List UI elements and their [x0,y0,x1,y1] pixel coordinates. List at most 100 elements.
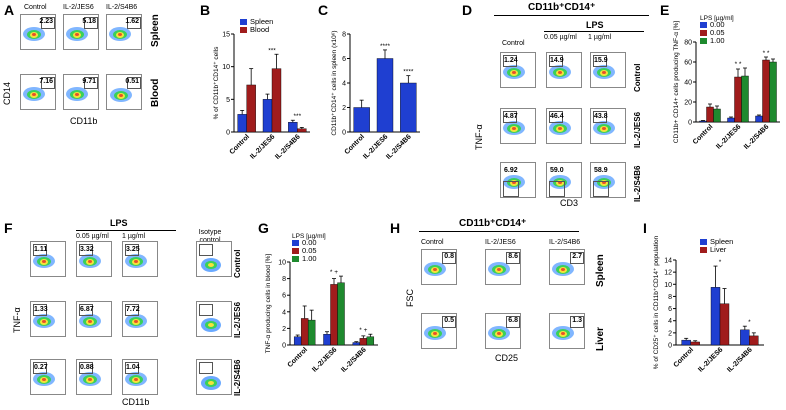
bar [699,120,707,123]
bar [690,341,700,346]
category-label: Control [344,133,367,156]
y-tick-label: 2 [282,326,286,333]
column-label: Control [502,40,525,47]
gate-value: 46.4 [550,113,564,120]
bar [271,68,282,133]
panel-label-c: C [318,2,329,18]
panel-label-i: I [643,220,647,236]
gate [41,17,55,29]
legend-label: Spleen [250,17,273,26]
gate [442,252,456,264]
density-core [497,268,501,271]
bar [713,108,721,123]
gate [549,55,563,67]
y-tick-label: 80 [684,40,692,47]
panel-label-f: F [4,220,13,236]
y-tick-label: 4 [668,318,672,325]
y-tick-label: 4 [282,309,286,316]
gate-value: 58.9 [594,167,608,174]
gate [506,252,520,264]
legend-swatch [240,19,247,25]
density-core [433,268,437,271]
density-core [75,93,79,96]
category-label: IL-2/S4B6 [726,346,754,374]
gate [503,55,517,67]
column-label: 0.05 µg/ml [544,34,577,41]
bar [262,99,273,133]
category-label: Control [692,123,715,146]
panel-label-h: H [390,220,401,236]
density-core [134,260,138,263]
panel-d-flow: CD11b⁺CD14⁺ LPS Control 0.05 µg/ml 1 µg/ml 1.… [450,0,650,210]
column-label: 0.05 µg/ml [76,233,109,240]
y-tick-label: 4 [342,81,346,88]
panel-header: CD11b⁺CD14⁺ [459,218,527,229]
flow-plot: 1.04 [122,359,158,395]
x-axis-label: CD11b [70,116,98,126]
gate-value: 2.23 [39,18,53,25]
y-tick-label: 6 [282,293,286,300]
flow-plot: 14.9 [546,52,582,88]
gate-value: 1.3 [572,317,582,324]
gate-value: 3.25 [126,246,140,253]
y-axis-label: CD11b⁺CD14⁺ cells in spleen (x10⁶) [331,30,338,135]
chart-b: 0 5 10 15% of CD11b⁺CD14⁺ cells Control *** IL… [213,17,310,161]
gate-value: 1.04 [126,364,140,371]
y-tick-label: 2 [342,105,346,112]
gate-value: 6.92 [504,167,518,174]
category-label: IL-2/S4B6 [340,346,368,374]
row-label: IL-2/S4B6 [233,359,242,396]
gate-value: 14.9 [550,57,564,64]
y-axis-label: TNF-α [474,124,484,150]
gate [549,181,565,197]
flow-plot: 43.8 [590,108,626,144]
density-inner [208,381,214,385]
gate-value: 1.24 [504,57,518,64]
flow-plot: 6.8 [485,313,521,349]
bar [727,117,735,123]
flow-plot: 0.8 [421,249,457,285]
density-core [602,71,606,74]
category-label: IL-2/S4B6 [743,123,771,151]
significance-label: *** [294,113,302,120]
flow-plot: 3.32 [76,241,112,277]
bar [323,334,331,346]
row-label: Spleen [150,14,161,47]
gate [125,304,139,316]
chart-e: 0 20 40 60 80 CD11b+ CD14+ cells producing TN… [673,15,780,151]
header-underline [494,15,649,16]
density-core [119,94,123,97]
bar [749,335,759,346]
legend-label: Spleen [710,237,733,246]
density-core [88,320,92,323]
gate [84,77,98,89]
legend-swatch [292,240,299,246]
flow-plot: 58.9 [590,162,626,198]
gate-value: 0.8 [444,253,454,260]
gate-value: 3.32 [80,246,94,253]
y-tick-label: 8 [282,276,286,283]
bar [297,128,307,133]
flow-plot: 59.0 [546,162,582,198]
legend-swatch [700,38,707,44]
gate-value: 59.0 [550,167,564,174]
column-label: IL-2/S4B6 [106,4,138,11]
bar [376,58,394,133]
legend-label: 0.00 [302,238,317,247]
panel-label-b: B [200,2,211,18]
legend-title: LPS [µg/ml] [292,233,326,240]
flow-plot: 0.88 [76,359,112,395]
x-axis-label: CD3 [560,198,579,208]
row-label: Control [633,63,642,92]
gate-value: 1.62 [125,18,139,25]
column-label: IL-2/S4B6 [549,239,581,246]
gate [199,304,213,316]
flow-plot: 15.9 [590,52,626,88]
bar [366,336,375,346]
gate-value: 7.72 [126,306,140,313]
bar [237,114,247,133]
legend-swatch [700,30,707,36]
bar [710,287,721,346]
gate [79,362,93,374]
gate-value: 2.7 [572,253,582,260]
